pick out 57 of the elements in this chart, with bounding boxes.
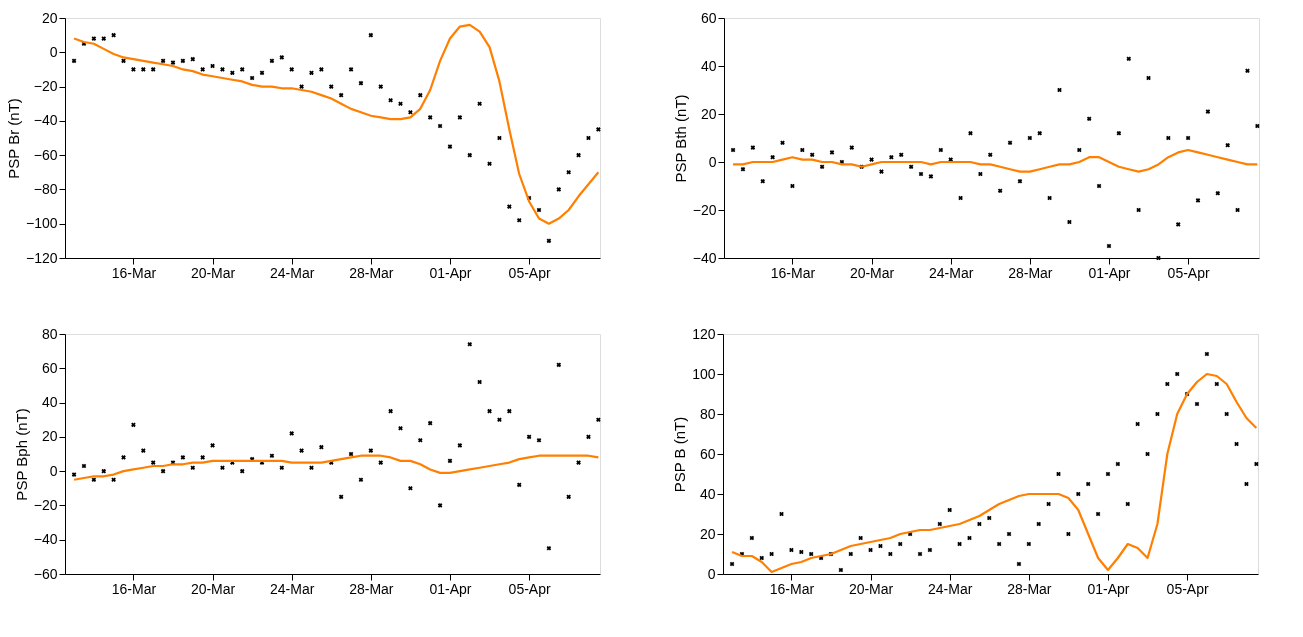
y-tick-label: 0 bbox=[707, 565, 716, 582]
x-tick-label: 16-Mar bbox=[111, 580, 157, 597]
x-tick-label: 28-Mar bbox=[349, 580, 394, 597]
x-tick-label: 20-Mar bbox=[849, 264, 895, 281]
x-tick-label: 16-Mar bbox=[111, 264, 157, 281]
x-tick-label: 16-Mar bbox=[769, 580, 815, 597]
x-tick-label: 24-Mar bbox=[928, 580, 973, 597]
y-tick-label: −60 bbox=[33, 146, 58, 163]
x-tick-label: 01-Apr bbox=[429, 580, 472, 597]
y-tick-label: −120 bbox=[25, 249, 58, 266]
y-tick-label: 60 bbox=[700, 9, 717, 26]
x-tick-label: 24-Mar bbox=[270, 264, 315, 281]
y-tick-label: 80 bbox=[699, 405, 716, 422]
y-tick-label: 20 bbox=[699, 525, 716, 542]
y-tick-label: 0 bbox=[708, 153, 717, 170]
y-tick-label: 120 bbox=[692, 325, 716, 342]
x-tick-label: 24-Mar bbox=[270, 580, 315, 597]
y-axis-title: PSP Br (nT) bbox=[4, 98, 22, 179]
y-tick-label: 40 bbox=[700, 57, 717, 74]
x-tick-label: 28-Mar bbox=[1008, 264, 1053, 281]
y-tick-label: 80 bbox=[41, 325, 58, 342]
x-tick-label: 24-Mar bbox=[929, 264, 974, 281]
x-tick-label: 05-Apr bbox=[1167, 264, 1210, 281]
x-tick-label: 01-Apr bbox=[429, 264, 472, 281]
y-tick-label: 40 bbox=[699, 485, 716, 502]
y-tick-label: −100 bbox=[25, 215, 58, 232]
y-tick-label: −80 bbox=[33, 180, 58, 197]
x-tick-label: 28-Mar bbox=[1007, 580, 1052, 597]
y-tick-label: 0 bbox=[49, 462, 58, 479]
x-tick-label: 20-Mar bbox=[190, 264, 236, 281]
x-tick-label: 05-Apr bbox=[508, 580, 551, 597]
y-tick-label: 100 bbox=[692, 365, 716, 382]
y-tick-label: −20 bbox=[33, 496, 58, 513]
y-tick-label: 40 bbox=[41, 394, 58, 411]
y-tick-label: 20 bbox=[41, 9, 58, 26]
y-tick-label: 60 bbox=[699, 445, 716, 462]
x-tick-label: 20-Mar bbox=[190, 580, 236, 597]
y-tick-label: −20 bbox=[33, 78, 58, 95]
x-tick-label: 05-Apr bbox=[508, 264, 551, 281]
y-tick-label: −40 bbox=[33, 531, 58, 548]
y-axis-title: PSP B (nT) bbox=[671, 416, 689, 493]
x-tick-label: 01-Apr bbox=[1088, 264, 1131, 281]
y-tick-label: −40 bbox=[33, 112, 58, 129]
y-axis-title: PSP Bth (nT) bbox=[671, 94, 689, 183]
y-axis-title: PSP Bph (nT) bbox=[12, 408, 30, 501]
y-tick-label: −40 bbox=[692, 249, 717, 266]
y-tick-label: 20 bbox=[700, 105, 717, 122]
y-tick-label: −60 bbox=[33, 565, 58, 582]
x-tick-label: 01-Apr bbox=[1087, 580, 1130, 597]
x-tick-label: 05-Apr bbox=[1166, 580, 1209, 597]
x-tick-label: 28-Mar bbox=[349, 264, 394, 281]
y-tick-label: 20 bbox=[41, 428, 58, 445]
x-tick-label: 16-Mar bbox=[770, 264, 816, 281]
y-tick-label: 60 bbox=[41, 359, 58, 376]
y-tick-label: −20 bbox=[692, 201, 717, 218]
x-tick-label: 20-Mar bbox=[848, 580, 894, 597]
y-tick-label: 0 bbox=[49, 43, 58, 60]
